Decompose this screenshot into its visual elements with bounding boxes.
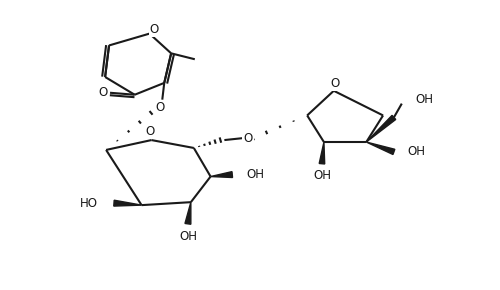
Text: O: O: [146, 125, 155, 138]
Text: OH: OH: [408, 145, 426, 158]
Text: O: O: [330, 77, 340, 90]
Text: HO: HO: [80, 197, 98, 210]
Polygon shape: [114, 200, 141, 206]
Polygon shape: [366, 115, 396, 142]
Text: OH: OH: [246, 168, 264, 181]
Polygon shape: [210, 172, 233, 177]
Text: O: O: [150, 23, 159, 36]
Polygon shape: [185, 202, 191, 224]
Text: O: O: [98, 86, 108, 99]
Text: OH: OH: [416, 93, 434, 106]
Text: OH: OH: [179, 230, 197, 243]
Polygon shape: [366, 142, 395, 155]
Text: OH: OH: [313, 169, 331, 182]
Polygon shape: [319, 142, 324, 164]
Text: O: O: [244, 132, 252, 145]
Text: O: O: [156, 101, 165, 114]
